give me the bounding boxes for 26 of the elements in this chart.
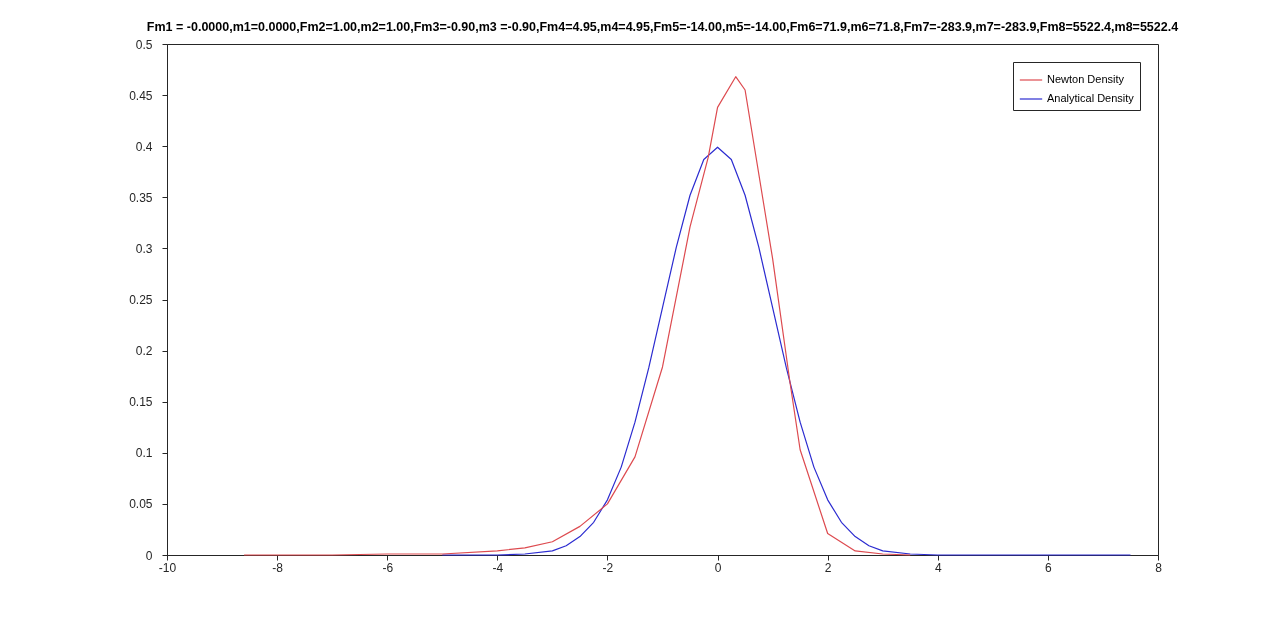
- x-tick-label: 4: [934, 560, 942, 575]
- line-series: [441, 146, 1132, 556]
- y-tick-label: 0.25: [129, 293, 153, 307]
- x-tick-label: -10: [158, 560, 177, 575]
- x-tick-label: -2: [602, 560, 614, 575]
- x-tick-label: -4: [492, 560, 504, 575]
- line-series: [243, 76, 911, 556]
- y-tick-label: 0.05: [129, 497, 153, 512]
- y-tick-label: 0.3: [135, 241, 153, 256]
- y-tick-label: 0.35: [129, 190, 153, 205]
- y-tick-label: 0.2: [135, 344, 153, 359]
- y-tick-label: 0.4: [135, 139, 153, 154]
- x-tick-label: 6: [1045, 560, 1053, 575]
- y-tick-label: 0.1: [135, 446, 153, 461]
- y-tick-label: 0: [145, 548, 153, 563]
- x-tick-label: 2: [824, 560, 832, 575]
- x-tick-label: -6: [382, 560, 394, 575]
- chart-title: Fm1 = -0.0000,m1=0.0000,Fm2=1.00,m2=1.00,Fm3=-0.90,m3 =-0.90,Fm4=4.95,m4=4.95,Fm5=-14.00,m5=-14.00,Fm6=71.9,m6=71.8,Fm7=-283.9,m7=-283.9,Fm8=5522.4,m8=5522.4: [146, 19, 1179, 34]
- y-tick-label: 0.5: [135, 37, 153, 52]
- y-tick-label: 0.15: [129, 395, 153, 410]
- y-tick-label: 0.45: [129, 88, 153, 103]
- x-tick-label: 0: [714, 560, 722, 575]
- legend-label: Newton Density: [1047, 73, 1125, 85]
- x-tick-label: 8: [1155, 560, 1163, 575]
- legend-label: Analytical Density: [1047, 92, 1135, 104]
- x-tick-label: -8: [272, 560, 284, 575]
